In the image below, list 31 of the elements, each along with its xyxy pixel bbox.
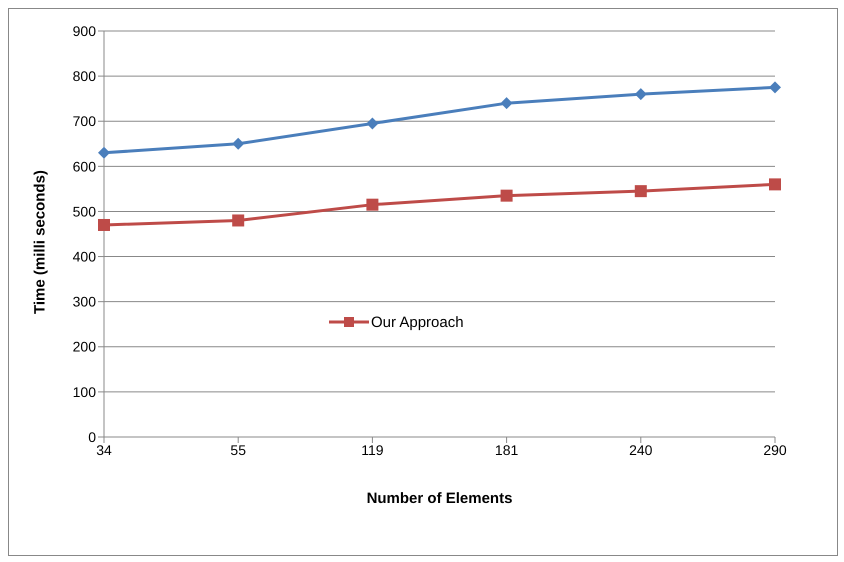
point [98,146,110,159]
point [232,214,244,226]
point [634,88,647,100]
y-tick-label: 500 [72,203,96,220]
point [98,218,110,231]
y-axis-title: Time (milli seconds) [31,170,48,314]
y-tick-label: 300 [72,294,96,310]
x-axis-title: Number of Elements [366,490,512,507]
y-tick-label: 900 [72,22,96,39]
y-tick-label: 0 [88,428,96,445]
y-tick-label: 800 [72,68,96,84]
x-tick-label: 181 [494,442,518,458]
x-tick-label: 240 [629,442,653,458]
y-tick-label: 200 [72,338,96,355]
y-tick-label: 100 [72,384,96,400]
y-tick-label: 600 [72,158,96,174]
point [769,178,781,190]
point [366,198,378,211]
x-tick-label: 34 [96,442,112,458]
point [366,117,378,130]
legend-label: Our Approach [371,314,464,330]
point [232,138,244,150]
x-tick-label: 290 [763,442,787,458]
x-tick-label: 119 [361,442,384,458]
y-tick-label: 700 [72,113,96,130]
point [500,97,513,110]
point [769,81,781,94]
point [634,185,647,198]
x-tick-label: 55 [230,442,246,458]
point [500,190,513,202]
y-tick-label: 400 [72,248,96,265]
